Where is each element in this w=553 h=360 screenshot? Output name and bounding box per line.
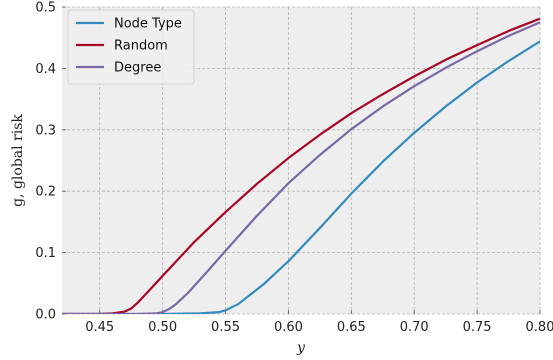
x-axis-ticks: 0.45 0.50 0.55 0.60 0.65 0.70 0.75 0.80 [85, 310, 553, 335]
x-tick-label: 0.65 [337, 320, 366, 335]
x-tick-label: 0.70 [400, 320, 429, 335]
y-axis-label: g, global risk [10, 114, 26, 207]
y-tick-label: 0.2 [35, 185, 56, 200]
x-tick-label: 0.50 [148, 320, 177, 335]
legend-box [67, 9, 195, 85]
y-tick-label: 0.0 [35, 308, 56, 323]
series-line-random [62, 17, 540, 314]
x-axis-label: y [296, 340, 306, 356]
series-line-degree [62, 21, 540, 314]
y-tick-label: 0.1 [35, 246, 56, 261]
series-lines [62, 17, 540, 314]
x-tick-label: 0.45 [85, 320, 114, 335]
y-tick-label: 0.5 [35, 1, 56, 16]
y-tick-label: 0.4 [35, 62, 56, 77]
legend-entry: Node Type [114, 17, 182, 32]
series-line-node-type [62, 40, 540, 314]
x-tick-label: 0.60 [274, 320, 303, 335]
x-tick-label: 0.75 [463, 320, 492, 335]
y-tick-label: 0.3 [35, 123, 56, 138]
legend-entry: Random [114, 39, 168, 54]
legend: Node Type Random Degree [67, 9, 195, 85]
x-tick-label: 0.55 [211, 320, 240, 335]
legend-entry: Degree [114, 61, 161, 76]
x-tick-label: 0.80 [526, 320, 553, 335]
y-axis-ticks: 0.0 0.1 0.2 0.3 0.4 0.5 [35, 1, 66, 323]
